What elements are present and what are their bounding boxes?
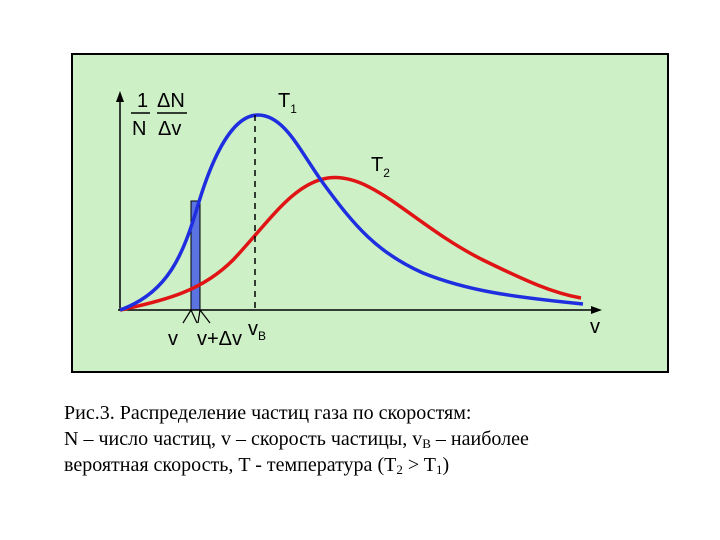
curve-t1: [119, 113, 584, 312]
y-axis-arrow: [116, 91, 124, 102]
curve-t1-label-main: T: [278, 90, 290, 112]
tick-label-v: v: [168, 328, 178, 350]
caption-line-2-sub: B: [422, 436, 431, 451]
tick-label-v-plus-dv: v+Δv: [197, 328, 242, 350]
tick-label-vb-main: v: [248, 318, 258, 340]
tick-label-vb-sub: B: [258, 329, 266, 343]
tick-vdv-right: [199, 309, 211, 324]
x-axis-arrow: [591, 306, 602, 314]
curve-t1-label: T1: [278, 90, 297, 116]
caption-line-2-b: – наиболее: [430, 428, 529, 450]
curve-t2-label: T2: [371, 154, 390, 180]
caption-line-1: Рис.3. Распределение частиц газа по скор…: [64, 402, 472, 424]
y-label-delta-v: Δv: [158, 118, 181, 140]
tick-v-right: [190, 309, 198, 324]
caption-line-2: N – число частиц, v – скорость частицы, …: [64, 426, 694, 452]
tick-vdv-left: [197, 309, 201, 324]
curve-t2-label-main: T: [371, 154, 383, 176]
curve-t1-label-sub: 1: [290, 102, 297, 116]
curve-t2-label-sub: 2: [383, 166, 390, 180]
figure-panel: 1 N ΔN Δv T1 T2 v v+Δv vB v: [71, 53, 669, 373]
y-label-delta-n: ΔN: [157, 90, 185, 112]
caption-line-3-c: ): [442, 454, 450, 476]
curve-t2: [119, 175, 582, 312]
y-label-n: N: [132, 118, 146, 140]
caption-line-3-a: вероятная скорость, T - температура (T: [64, 454, 397, 476]
caption-line-2-a: N – число частиц, v – скорость частицы, …: [64, 428, 423, 450]
x-axis-label: v: [590, 316, 600, 338]
caption-line-3-b: > T: [402, 454, 436, 476]
caption-line-3-sub-1: 2: [396, 462, 403, 477]
caption-line-3-sub-2: 1: [435, 462, 443, 477]
y-label-one: 1: [137, 90, 148, 112]
caption-line-3: вероятная скорость, T - температура (T2 …: [64, 452, 694, 478]
figure-caption: Рис.3. Распределение частиц газа по скор…: [64, 400, 694, 478]
tick-v-left: [182, 309, 192, 324]
distribution-diagram: 1 N ΔN Δv T1 T2 v v+Δv vB v: [116, 90, 602, 350]
tick-label-vb: vB: [248, 318, 266, 343]
